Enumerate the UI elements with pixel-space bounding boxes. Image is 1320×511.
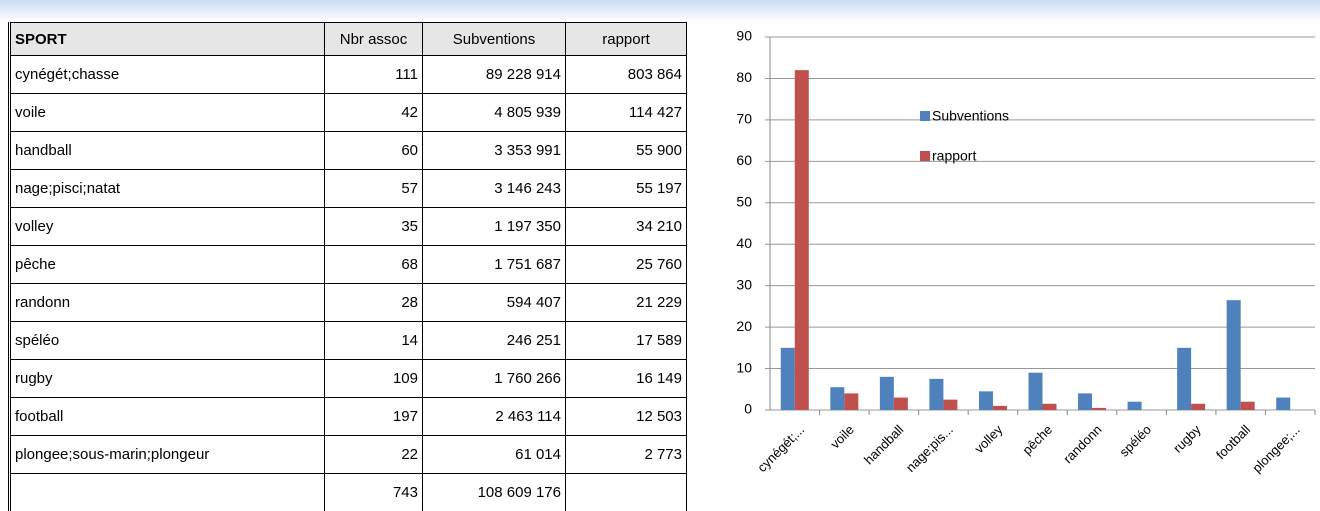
bar — [893, 397, 908, 410]
bar — [1042, 403, 1057, 410]
table-cell: 12 503 — [565, 397, 687, 436]
chart-background — [718, 22, 1320, 511]
table-cell: 68 — [324, 245, 423, 284]
table-row: nage;pisci;natat 57 3 146 243 55 197 — [9, 169, 687, 208]
table-cell: 57 — [324, 169, 423, 208]
bar — [929, 378, 944, 410]
table-row: spéléo 14 246 251 17 589 — [9, 321, 687, 360]
y-tick-label: 50 — [736, 193, 752, 209]
y-tick-label: 20 — [736, 318, 752, 334]
table-cell — [565, 473, 687, 511]
table-cell: 108 609 176 — [422, 473, 566, 511]
bar — [1078, 393, 1093, 410]
legend-label: rapport — [932, 148, 976, 164]
table-cell: 246 251 — [422, 321, 566, 360]
y-tick-label: 10 — [736, 359, 752, 375]
table-row: pêche 68 1 751 687 25 760 — [9, 245, 687, 284]
table-cell: 89 228 914 — [422, 55, 566, 94]
legend-swatch — [920, 111, 930, 121]
table-cell: 16 149 — [565, 359, 687, 398]
table-cell: cynégét;chasse — [9, 55, 325, 94]
table-cell: 743 — [324, 473, 423, 511]
bar — [1092, 407, 1107, 410]
table-cell: 3 353 991 — [422, 131, 566, 170]
bar — [780, 347, 795, 410]
legend-swatch — [920, 151, 930, 161]
table-row: voile 42 4 805 939 114 427 — [9, 93, 687, 132]
table-row: plongee;sous-marin;plongeur 22 61 014 2 773 — [9, 435, 687, 474]
table-row: randonn 28 594 407 21 229 — [9, 283, 687, 322]
table-cell: 61 014 — [422, 435, 566, 474]
y-tick-label: 80 — [736, 69, 752, 85]
table-cell: 21 229 — [565, 283, 687, 322]
y-tick-label: 60 — [736, 152, 752, 168]
bar — [794, 70, 809, 411]
y-tick-label: 70 — [736, 111, 752, 127]
bar — [1177, 347, 1192, 410]
table-row: 743 108 609 176 — [9, 473, 687, 511]
bar — [830, 387, 845, 410]
bar — [844, 393, 859, 410]
table-row: cynégét;chasse 111 89 228 914 803 864 — [9, 55, 687, 94]
y-tick-label: 30 — [736, 276, 752, 292]
table-cell: 803 864 — [565, 55, 687, 94]
y-tick-label: 40 — [736, 235, 752, 251]
table-cell: 197 — [324, 397, 423, 436]
bar — [1226, 300, 1241, 410]
table-cell: Nbr assoc — [324, 22, 423, 56]
bar — [1276, 397, 1291, 410]
table-row: SPORT Nbr assoc Subventions rapport — [9, 22, 687, 56]
table-cell: 114 427 — [565, 93, 687, 132]
table-cell: volley — [9, 207, 325, 246]
bar — [1191, 403, 1206, 410]
table-cell: Subventions — [422, 22, 566, 56]
table-cell: 1 760 266 — [422, 359, 566, 398]
table-cell: handball — [9, 131, 325, 170]
table-cell: 34 210 — [565, 207, 687, 246]
table-row: rugby 109 1 760 266 16 149 — [9, 359, 687, 398]
bar — [879, 376, 894, 410]
table-cell: 17 589 — [565, 321, 687, 360]
y-tick-label: 0 — [744, 401, 752, 417]
table-cell: 2 463 114 — [422, 397, 566, 436]
table-cell: 22 — [324, 435, 423, 474]
legend-label: Subventions — [932, 108, 1009, 124]
table-cell: 2 773 — [565, 435, 687, 474]
bar — [992, 405, 1007, 410]
table-cell: rapport — [565, 22, 687, 56]
table-cell: 60 — [324, 131, 423, 170]
table-cell: pêche — [9, 245, 325, 284]
table-row: handball 60 3 353 991 55 900 — [9, 131, 687, 170]
table-cell: 1 751 687 — [422, 245, 566, 284]
table-cell: 25 760 — [565, 245, 687, 284]
table-cell: 111 — [324, 55, 423, 94]
bar — [1028, 372, 1043, 410]
table-cell: 55 900 — [565, 131, 687, 170]
y-tick-label: 90 — [736, 28, 752, 44]
table-cell: 109 — [324, 359, 423, 398]
bar — [978, 391, 993, 410]
table-cell: 4 805 939 — [422, 93, 566, 132]
table-cell: 1 197 350 — [422, 207, 566, 246]
table-cell: spéléo — [9, 321, 325, 360]
table-cell: rugby — [9, 359, 325, 398]
bar — [943, 399, 958, 410]
table-cell: 55 197 — [565, 169, 687, 208]
data-table: SPORT Nbr assoc Subventions rapport cynégét;… — [8, 22, 687, 511]
bar — [1240, 401, 1255, 410]
table-cell: 3 146 243 — [422, 169, 566, 208]
table-cell: SPORT — [9, 22, 325, 56]
bar — [1127, 401, 1142, 410]
